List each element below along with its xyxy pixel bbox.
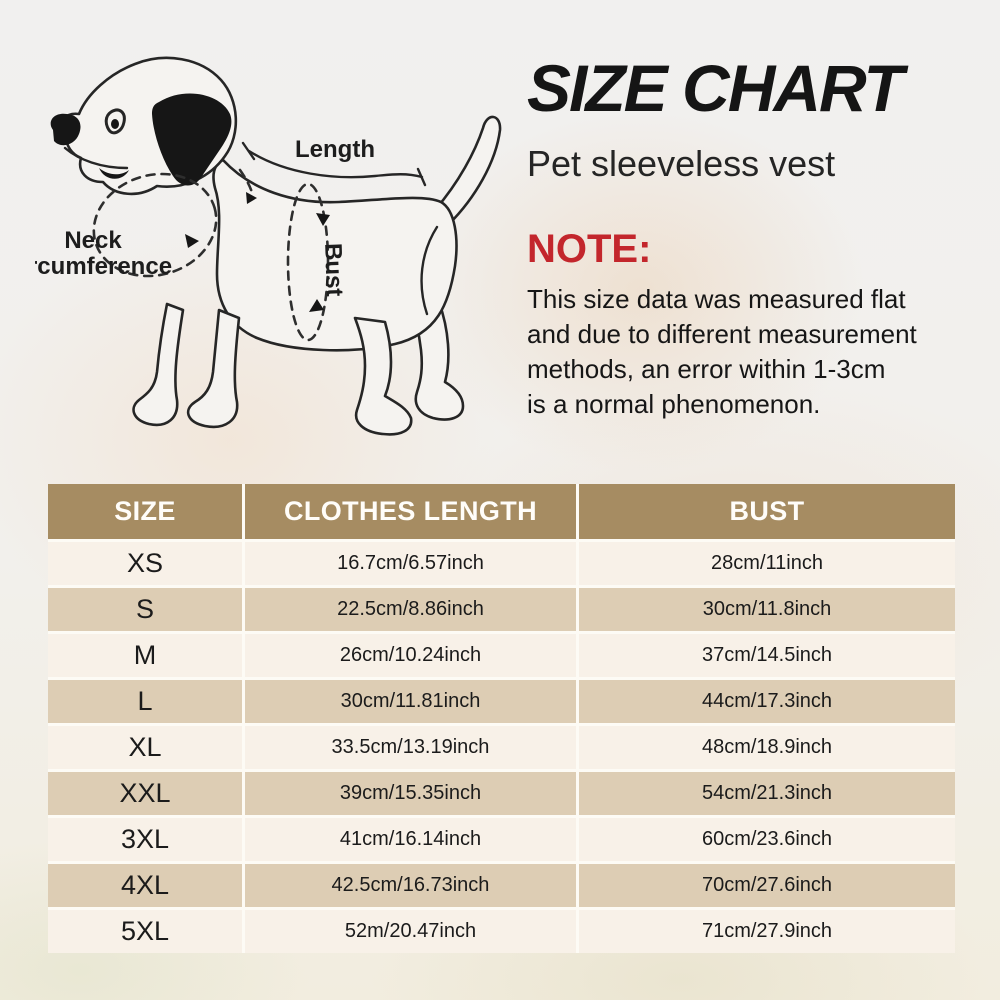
bust-label: Bust	[319, 243, 348, 297]
header-cell-bust: BUST	[579, 484, 955, 539]
neck-arrowhead	[185, 234, 199, 248]
page-subtitle: Pet sleeveless vest	[527, 143, 836, 184]
size-cell: XXL	[48, 772, 242, 815]
dog-nose	[50, 113, 81, 146]
bust-cell: 30cm/11.8inch	[579, 588, 955, 631]
clothes-length-cell: 39cm/15.35inch	[245, 772, 576, 815]
bust-cell: 28cm/11inch	[579, 542, 955, 585]
bust-measure-ellipse	[286, 182, 330, 342]
dog-illustration: Length Neck circumference Bust	[8, 56, 502, 436]
note-text-line: This size data was measured flat	[527, 284, 906, 314]
clothes-length-cell: 22.5cm/8.86inch	[245, 588, 576, 631]
bust-cell: 48cm/18.9inch	[579, 726, 955, 769]
dog-ear	[152, 93, 232, 186]
size-cell: M	[48, 634, 242, 677]
clothes-length-cell: 26cm/10.24inch	[245, 634, 576, 677]
note-text: This size data was measured flat and due…	[527, 282, 977, 422]
clothes-length-cell: 30cm/11.81inch	[245, 680, 576, 723]
clothes-length-cell: 33.5cm/13.19inch	[245, 726, 576, 769]
size-cell: 5XL	[48, 910, 242, 953]
note-text-line: methods, an error within 1-3cm	[527, 354, 886, 384]
length-label: Length	[295, 136, 375, 163]
bust-cell: 70cm/27.6inch	[579, 864, 955, 907]
bust-cell: 60cm/23.6inch	[579, 818, 955, 861]
clothes-length-cell: 42.5cm/16.73inch	[245, 864, 576, 907]
bust-cell: 54cm/21.3inch	[579, 772, 955, 815]
neck-label-line1: Neck	[64, 227, 122, 254]
note-label: NOTE:	[527, 227, 652, 271]
neck-label-line2: circumference	[35, 253, 172, 280]
clothes-length-cell: 41cm/16.14inch	[245, 818, 576, 861]
dog-tongue	[99, 168, 129, 179]
size-cell: XL	[48, 726, 242, 769]
clothes-length-cell: 16.7cm/6.57inch	[245, 542, 576, 585]
length-measure-line	[247, 149, 424, 179]
bust-cell: 37cm/14.5inch	[579, 634, 955, 677]
note-text-line: is a normal phenomenon.	[527, 389, 821, 419]
dog-haunch-line	[420, 225, 439, 316]
size-cell: 3XL	[48, 818, 242, 861]
size-cell: L	[48, 680, 242, 723]
size-cell: S	[48, 588, 242, 631]
dog-measurement-diagram: Length Neck circumference Bust	[8, 52, 505, 452]
neck-measure-ellipse	[92, 172, 218, 278]
dog-body	[212, 158, 458, 352]
header-cell-size: SIZE	[48, 484, 242, 539]
header-cell-clothes-length: CLOTHES LENGTH	[245, 484, 576, 539]
note-text-line: and due to different measurement	[527, 319, 917, 349]
page-title: SIZE CHART	[527, 51, 904, 125]
bust-cell: 44cm/17.3inch	[579, 680, 955, 723]
size-table: SIZE CLOTHES LENGTH BUST XS 16.7cm/6.57i…	[48, 484, 955, 953]
size-cell: XS	[48, 542, 242, 585]
clothes-length-cell: 52m/20.47inch	[245, 910, 576, 953]
size-cell: 4XL	[48, 864, 242, 907]
bust-cell: 71cm/27.9inch	[579, 910, 955, 953]
info-column: SIZE CHART Pet sleeveless vest NOTE: Thi…	[527, 55, 977, 422]
dog-eye	[104, 108, 126, 135]
